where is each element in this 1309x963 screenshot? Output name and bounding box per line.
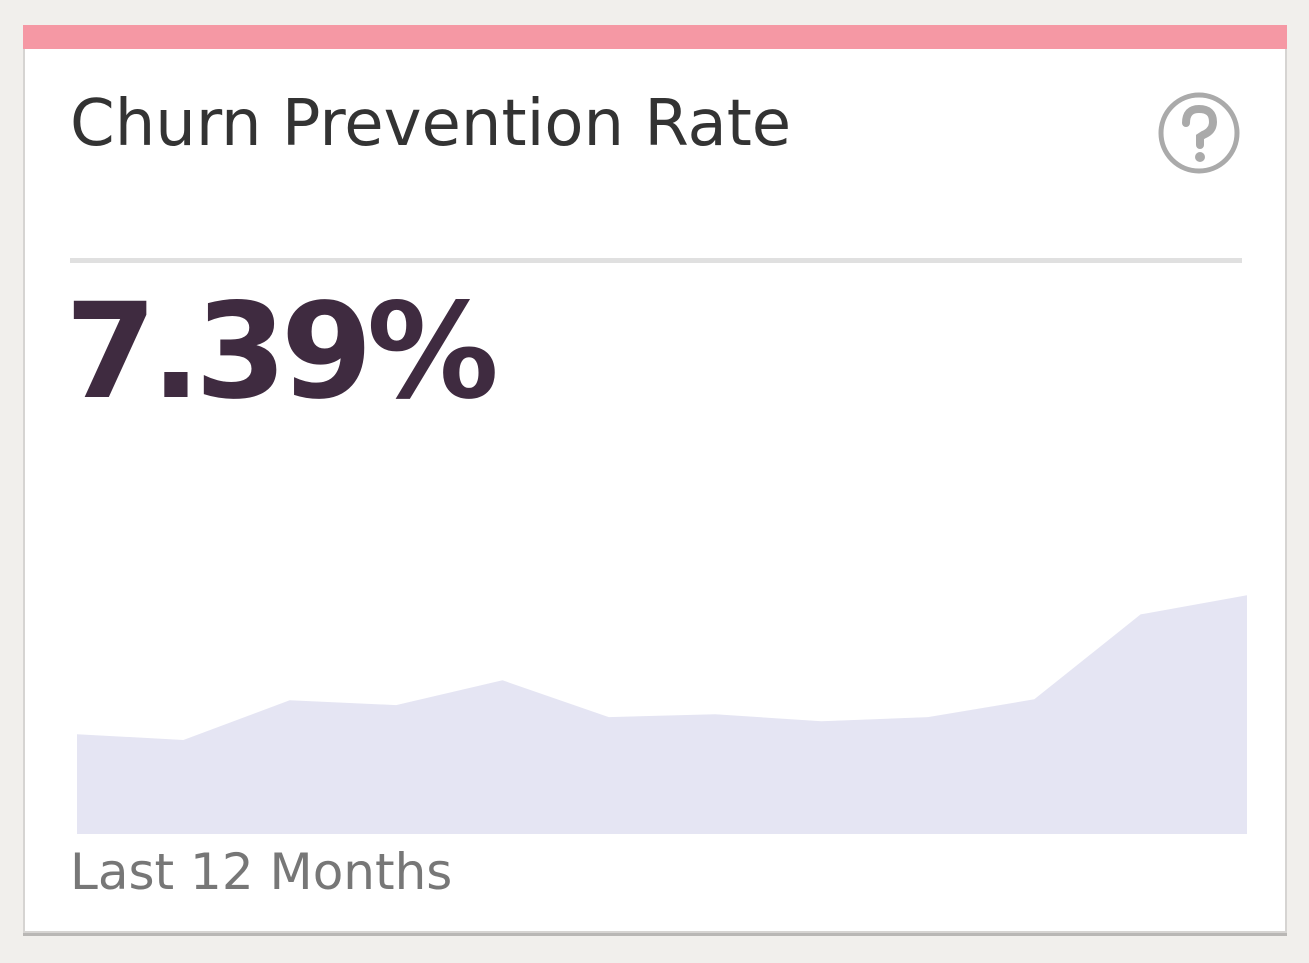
kpi-value: 7.39% [65,275,499,429]
card-title: Churn Prevention Rate [70,87,792,161]
divider [70,258,1242,263]
sparkline [77,595,1247,834]
accent-bar [23,25,1287,49]
caption: Last 12 Months [70,843,453,901]
sparkline-area [77,595,1247,834]
help-icon[interactable] [1157,91,1241,175]
kpi-card: Churn Prevention Rate 7.39% Last 12 Mont… [23,25,1287,933]
